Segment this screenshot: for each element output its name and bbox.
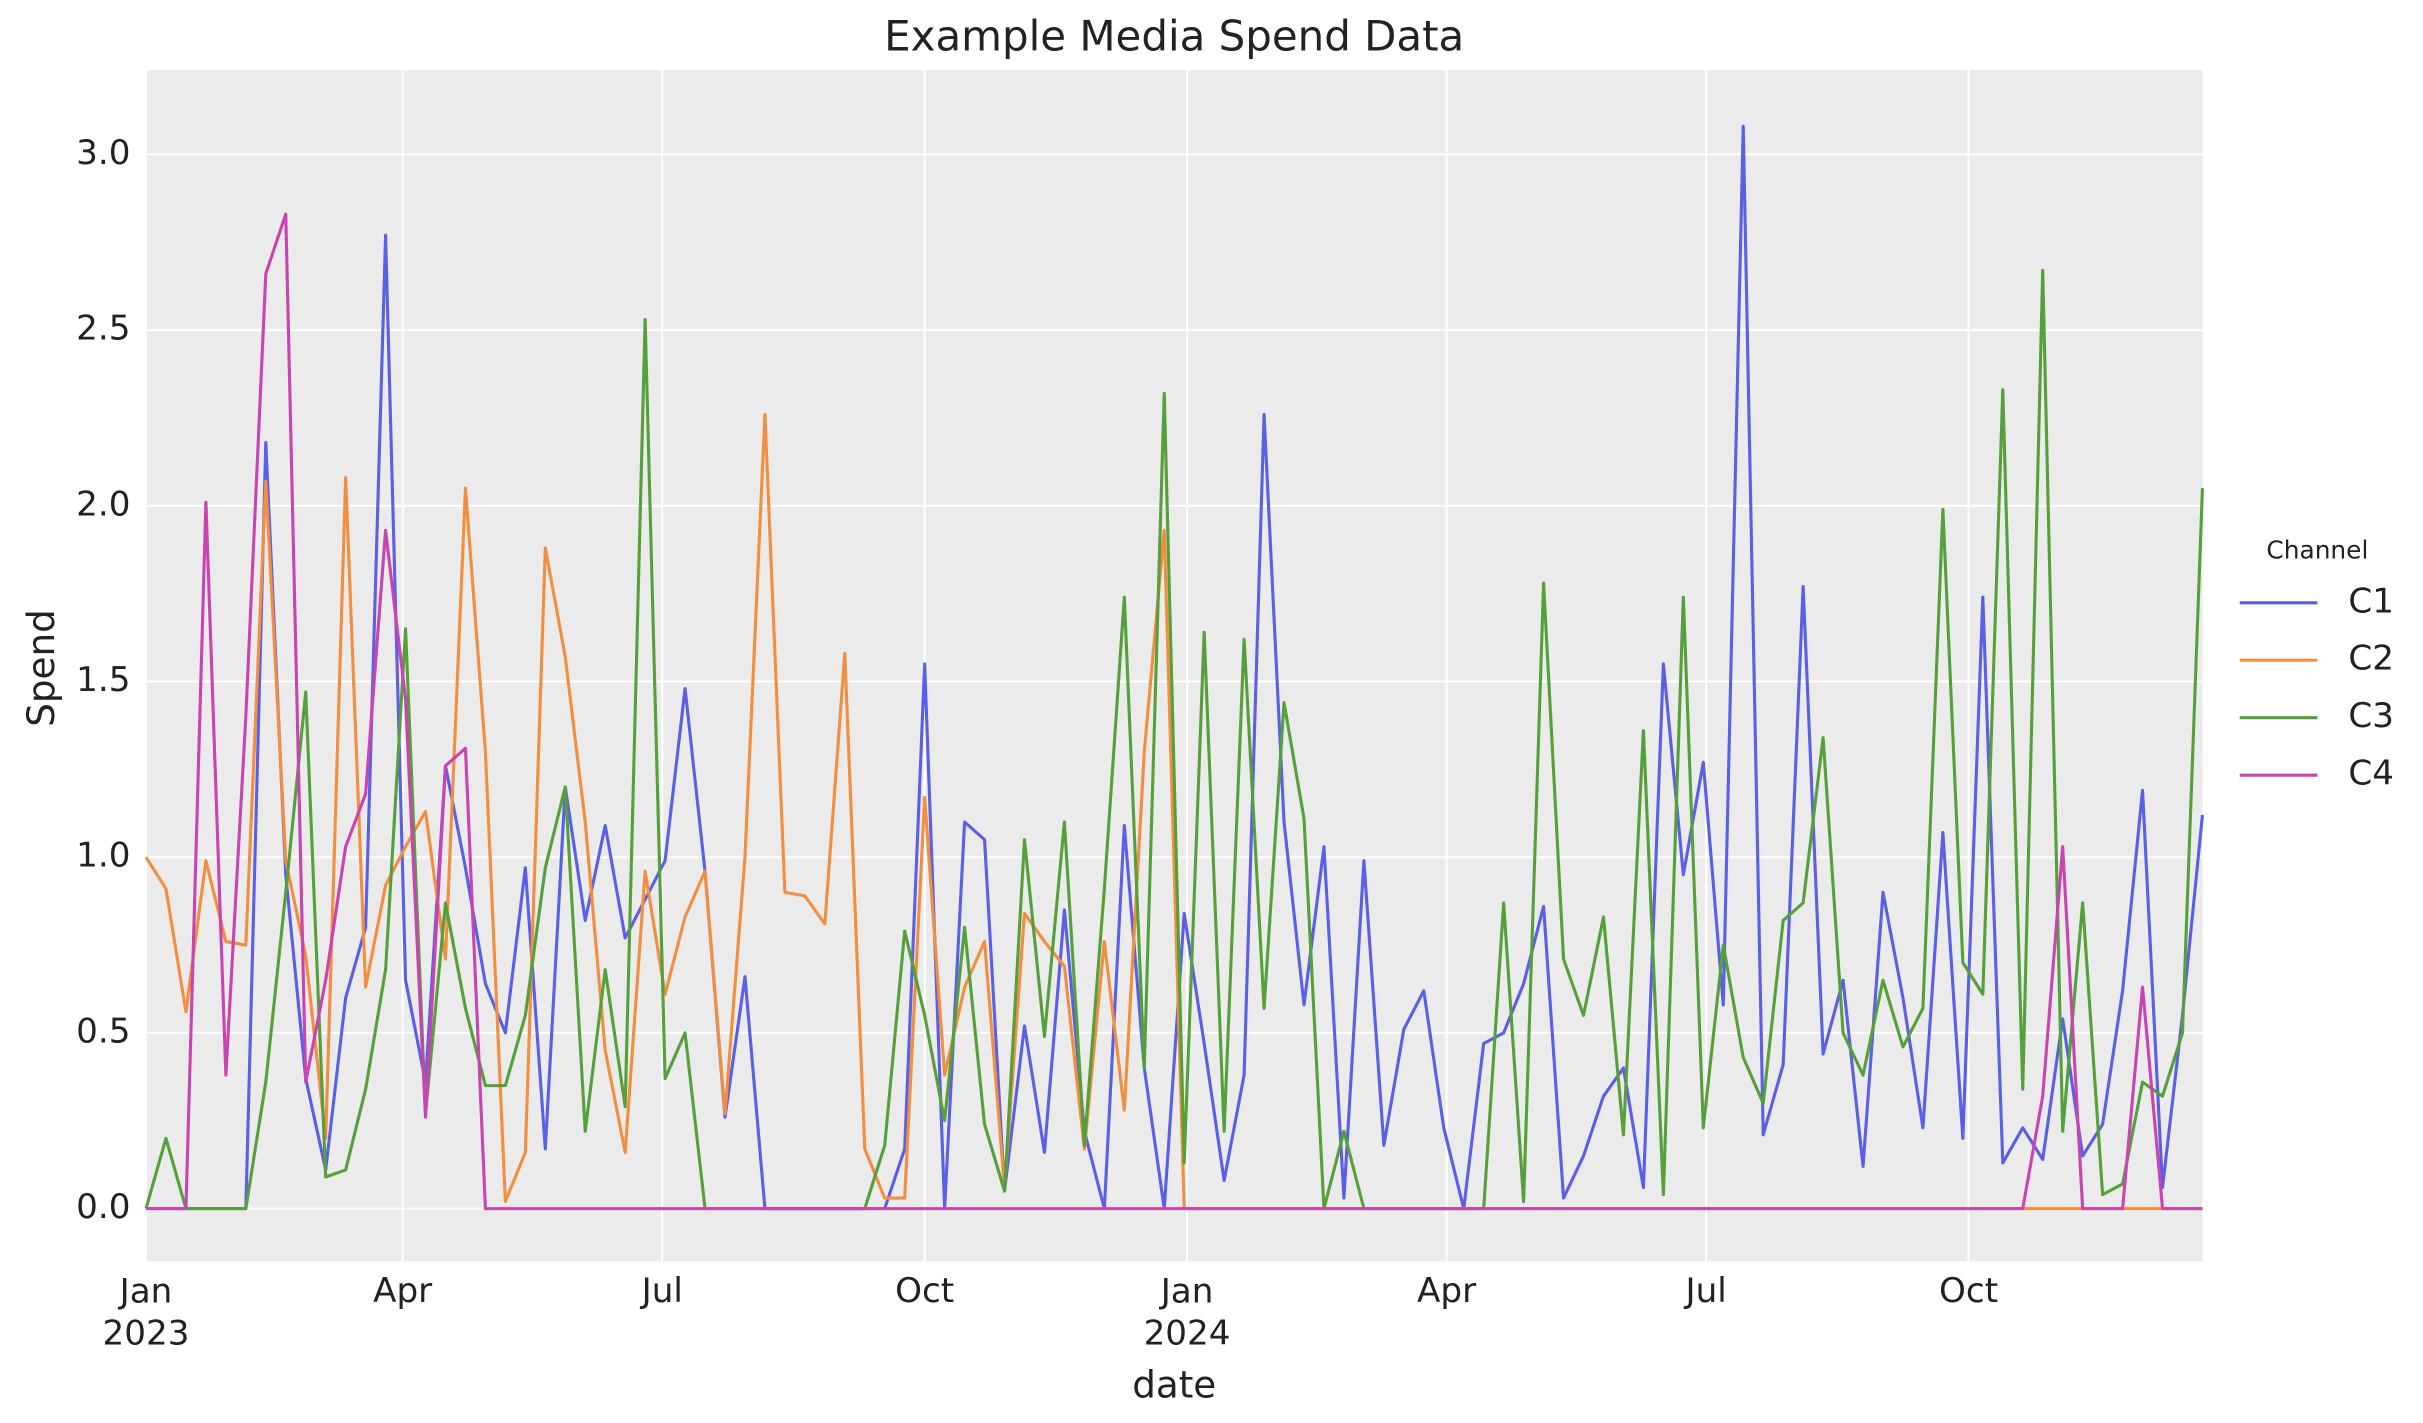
series-line <box>146 124 2204 1211</box>
x-tick-label: Apr <box>1417 1271 1477 1311</box>
x-tick-label: Oct <box>1939 1271 1998 1311</box>
y-tick-label: 2.0 <box>76 484 130 524</box>
legend-label: C3 <box>2348 696 2394 736</box>
series-line <box>146 212 2203 1211</box>
y-tick-label: 3.0 <box>76 133 130 173</box>
y-tick-label: 1.0 <box>76 836 130 876</box>
x-tick-label: Oct <box>895 1271 954 1311</box>
x-tick-label: Jul <box>1684 1271 1727 1311</box>
x-tick-label: Jan 2024 <box>1144 1271 1231 1353</box>
legend-title: Channel <box>2266 536 2368 565</box>
x-tick-label: Jul <box>640 1271 683 1311</box>
y-tick-label: 2.5 <box>76 309 130 349</box>
legend-label: C4 <box>2348 754 2394 794</box>
y-axis-label: Spend <box>19 609 63 727</box>
chart-title: Example Media Spend Data <box>884 11 1464 60</box>
y-tick-label: 1.5 <box>76 660 130 700</box>
x-tick-label: Apr <box>373 1271 433 1311</box>
y-tick-label: 0.5 <box>76 1011 130 1051</box>
legend-label: C2 <box>2348 639 2394 679</box>
legend-label: C1 <box>2348 581 2394 621</box>
series-line <box>144 268 2204 1211</box>
x-axis-label: date <box>1132 1363 1216 1407</box>
x-tick-label: Jan 2023 <box>103 1271 190 1353</box>
y-tick-label: 0.0 <box>76 1187 130 1227</box>
